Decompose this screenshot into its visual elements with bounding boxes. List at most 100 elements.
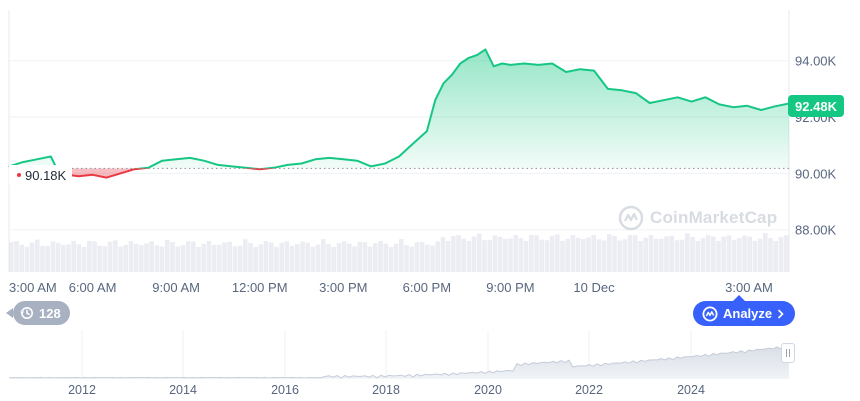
data-point — [412, 143, 414, 145]
volume-bar — [425, 244, 430, 272]
data-point — [523, 62, 525, 65]
volume-bar — [523, 240, 529, 272]
data-point — [426, 130, 428, 132]
history-button[interactable]: 128 — [6, 301, 70, 325]
data-point — [718, 103, 720, 105]
volume-bar — [29, 242, 35, 272]
data-point — [690, 100, 693, 103]
volume-bar — [321, 239, 326, 272]
volume-bar — [50, 241, 56, 272]
price-line-up — [8, 48, 790, 169]
volume-bar — [430, 245, 435, 272]
volume-bar — [180, 245, 186, 272]
area-above-baseline — [9, 49, 789, 169]
history-icon — [20, 307, 33, 319]
data-point — [501, 62, 503, 65]
analyze-button[interactable]: Analyze — [693, 295, 796, 326]
data-point — [493, 65, 495, 67]
data-point — [328, 157, 330, 159]
volume-bar — [695, 240, 700, 272]
volume-bar — [414, 242, 420, 272]
volume-bar — [352, 246, 357, 272]
data-point — [370, 165, 372, 167]
volume-bar — [295, 244, 300, 272]
data-point — [356, 160, 358, 162]
volume-bar — [773, 240, 778, 272]
volume-bar — [435, 241, 440, 272]
volume-bar — [601, 240, 607, 272]
volume-bar — [139, 244, 144, 272]
navigator-year-label: 2018 — [372, 383, 400, 397]
volume-bar — [326, 244, 331, 272]
data-point — [105, 177, 108, 179]
navigator-year-label: 2016 — [271, 383, 299, 397]
x-tick-label: 12:00 PM — [232, 280, 288, 295]
volume-bar — [586, 237, 591, 272]
volume-bar — [284, 241, 290, 272]
volume-bar — [206, 241, 212, 272]
data-point — [442, 82, 445, 84]
volume-bar — [737, 238, 742, 272]
volume-bar — [731, 239, 737, 272]
volume-bar — [331, 246, 336, 272]
volume-bar — [622, 239, 628, 272]
volume-bar — [497, 236, 503, 272]
history-count: 128 — [39, 305, 61, 321]
volume-bar — [35, 239, 40, 272]
data-point — [537, 64, 539, 66]
volume-bar — [549, 235, 555, 272]
data-point — [621, 89, 623, 91]
volume-bar — [513, 235, 518, 272]
volume-bar — [419, 241, 425, 272]
volume-bar — [373, 243, 378, 272]
volume-bar — [336, 243, 342, 272]
x-axis: 3:00 AM 6:00 AM 9:00 AM 12:00 PM 3:00 PM 6:00… — [9, 280, 773, 295]
area-below-baseline — [9, 168, 789, 178]
volume-bar — [81, 246, 87, 272]
volume-bar — [133, 243, 139, 272]
volume-bar — [191, 241, 196, 272]
navigator-year-label: 2022 — [575, 383, 603, 397]
volume-bar — [144, 243, 149, 272]
price-line — [8, 48, 790, 179]
volume-bar — [700, 238, 706, 272]
volume-bar — [445, 240, 451, 272]
data-point — [732, 106, 734, 108]
data-point — [509, 64, 512, 66]
volume-bar — [747, 236, 752, 272]
x-tick-label: 6:00 PM — [403, 280, 451, 295]
volume-bar — [113, 240, 118, 272]
data-point — [217, 164, 219, 166]
volume-bar — [211, 244, 217, 272]
data-point — [760, 109, 762, 111]
volume-bar — [315, 244, 321, 272]
volume-bar — [201, 243, 206, 272]
volume-bar — [159, 246, 165, 272]
data-point — [746, 105, 748, 107]
volume-bar — [705, 235, 711, 272]
volume-bar — [279, 242, 284, 272]
range-navigator[interactable] — [8, 330, 790, 379]
volume-bar — [471, 236, 477, 272]
chevron-right-icon — [778, 309, 784, 318]
volume-bar — [310, 246, 316, 272]
data-point — [36, 158, 38, 160]
navigator-drag-handle[interactable] — [781, 343, 795, 363]
baseline-marker-icon — [17, 173, 21, 177]
volume-bar — [300, 241, 305, 272]
volume-bar — [757, 238, 763, 272]
volume-bar — [237, 245, 243, 272]
volume-bar — [123, 244, 128, 272]
data-point — [286, 164, 289, 166]
data-point — [78, 175, 80, 177]
navigator-year-axis: 2012 2014 2016 2018 2020 2022 2024 — [68, 383, 705, 397]
volume-bar — [783, 235, 789, 272]
volume-bar — [55, 242, 61, 272]
price-area — [9, 49, 789, 178]
navigator-year-label: 2024 — [677, 383, 705, 397]
volume-bar — [742, 235, 747, 272]
data-point — [203, 160, 205, 162]
x-tick-label: 6:00 AM — [69, 280, 117, 295]
volume-bar — [711, 236, 716, 272]
